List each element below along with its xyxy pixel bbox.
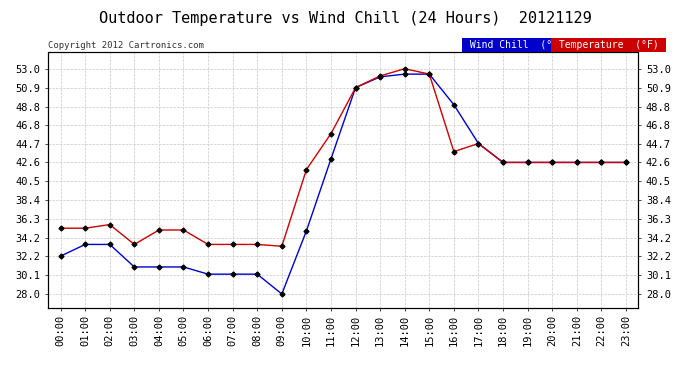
Text: Temperature  (°F): Temperature (°F) — [553, 40, 664, 50]
Text: Outdoor Temperature vs Wind Chill (24 Hours)  20121129: Outdoor Temperature vs Wind Chill (24 Ho… — [99, 11, 591, 26]
Text: Wind Chill  (°F): Wind Chill (°F) — [464, 40, 570, 50]
Text: Copyright 2012 Cartronics.com: Copyright 2012 Cartronics.com — [48, 41, 204, 50]
